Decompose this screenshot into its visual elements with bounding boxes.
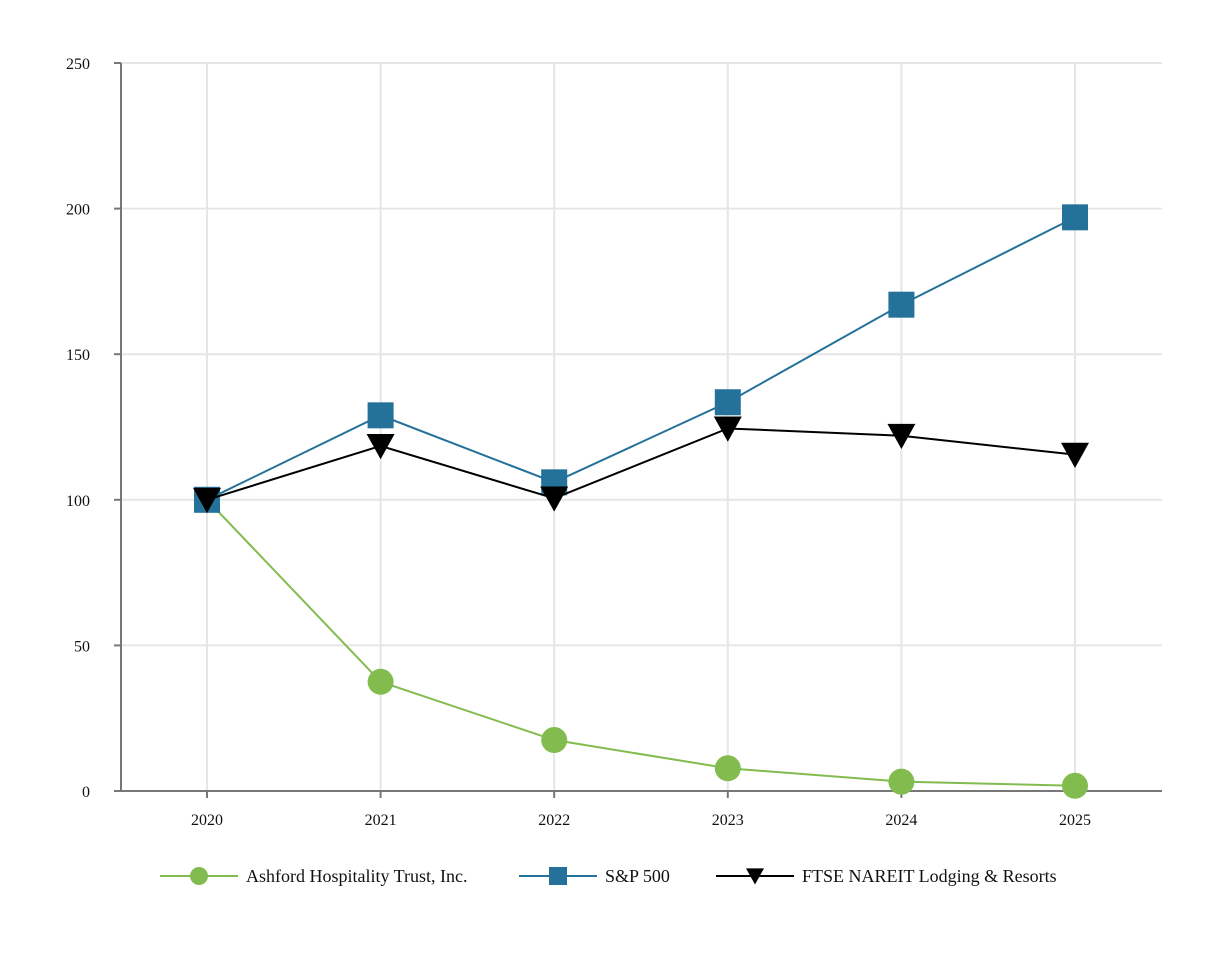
y-tick-label: 250 (66, 56, 90, 73)
data-point-marker (540, 486, 569, 512)
y-tick-label: 0 (82, 784, 90, 801)
series-line (206, 427, 1076, 501)
x-tick-label: 2024 (885, 812, 917, 829)
series-line (206, 216, 1076, 501)
series-group (193, 416, 1089, 514)
data-point-marker (887, 423, 916, 450)
data-point-marker (367, 668, 394, 695)
data-point-marker (367, 402, 394, 429)
x-tick-label: 2023 (712, 812, 744, 829)
y-tick-label: 200 (66, 202, 90, 219)
x-tick-label: 2021 (365, 812, 397, 829)
data-point-marker (541, 727, 568, 754)
axes: 0 50 100 150 200 250 2020 2021 2022 2023 2024 2025 (66, 56, 1162, 829)
y-tick-label: 100 (66, 493, 90, 510)
data-point-marker (888, 768, 915, 795)
grid (121, 62, 1162, 791)
data-point-marker (714, 389, 741, 416)
legend-marker (549, 867, 567, 885)
series-line (206, 499, 1076, 787)
legend-label: Ashford Hospitality Trust, Inc. (246, 866, 468, 886)
data-point-marker (1062, 204, 1088, 231)
data-point-marker (366, 434, 395, 460)
legend-item: FTSE NAREIT Lodging & Resorts (716, 866, 1057, 886)
series-group (194, 204, 1088, 513)
data-point-marker (1062, 772, 1088, 799)
legend-marker (190, 867, 208, 885)
legend-label: FTSE NAREIT Lodging & Resorts (802, 866, 1057, 886)
legend: Ashford Hospitality Trust, Inc. S&P 500 FT… (160, 866, 1057, 886)
legend-label: S&P 500 (605, 866, 670, 886)
x-tick-label: 2025 (1059, 812, 1091, 829)
data-point-marker (1061, 442, 1089, 468)
y-tick-label: 50 (74, 638, 90, 655)
series-lines (193, 204, 1089, 799)
legend-marker (746, 868, 764, 885)
x-tick-label: 2022 (538, 812, 570, 829)
legend-item: Ashford Hospitality Trust, Inc. (160, 866, 468, 886)
data-point-marker (713, 416, 742, 442)
legend-item: S&P 500 (519, 866, 670, 886)
data-point-marker (193, 487, 221, 514)
y-tick-label: 150 (66, 347, 90, 364)
x-tick-label: 2020 (191, 812, 223, 829)
data-point-marker (714, 755, 741, 782)
data-point-marker (888, 291, 915, 318)
series-group (194, 486, 1088, 799)
